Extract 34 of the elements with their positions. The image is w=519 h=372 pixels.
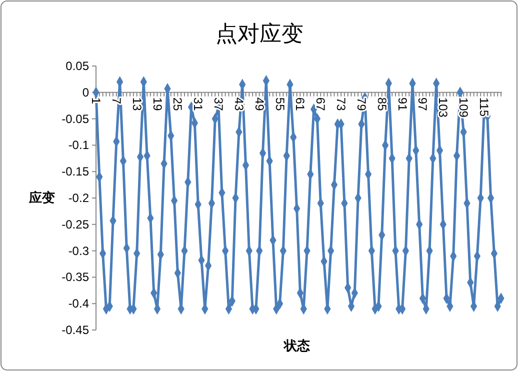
x-tick-label: 85 — [374, 97, 389, 112]
x-tick-label: 109 — [456, 97, 471, 118]
x-tick-label: 115 — [476, 97, 491, 117]
x-tick-label: 31 — [191, 97, 206, 112]
y-tick-label: 0 — [82, 85, 90, 100]
y-tick-label: -0.25 — [62, 217, 90, 232]
y-tick-label: -0.3 — [68, 244, 90, 258]
y-tick-label: -0.1 — [68, 138, 90, 152]
y-tick-label: 0.05 — [66, 59, 90, 73]
x-tick-label: 49 — [252, 97, 266, 112]
y-tick-label: -0.45 — [62, 323, 90, 337]
x-tick-label: 7 — [109, 97, 124, 104]
y-axis-title: 应变 — [28, 190, 55, 206]
x-tick-label: 73 — [334, 97, 348, 112]
y-tick-label: -0.35 — [62, 270, 90, 284]
y-tick-label: -0.05 — [62, 112, 90, 126]
x-tick-label: 79 — [354, 97, 368, 112]
y-tick-label: -0.15 — [62, 164, 90, 179]
x-tick-label: 1 — [89, 97, 103, 104]
x-tick-label: 43 — [232, 97, 246, 112]
x-tick-label: 103 — [436, 97, 450, 118]
chart-title: 点对应变 — [216, 22, 304, 47]
x-axis-title: 状态 — [283, 338, 311, 354]
y-tick-label: -0.4 — [68, 296, 90, 311]
x-tick-label: 97 — [416, 97, 430, 112]
y-tick-label: -0.2 — [68, 191, 90, 205]
x-tick-label: 25 — [170, 97, 185, 112]
x-tick-label: 61 — [293, 97, 308, 112]
x-tick-label: 13 — [130, 97, 144, 112]
x-tick-label: 37 — [212, 97, 226, 112]
x-tick-label: 67 — [314, 97, 328, 112]
x-tick-label: 19 — [150, 97, 164, 112]
x-tick-label: 55 — [272, 97, 287, 112]
x-tick-label: 91 — [395, 97, 410, 112]
